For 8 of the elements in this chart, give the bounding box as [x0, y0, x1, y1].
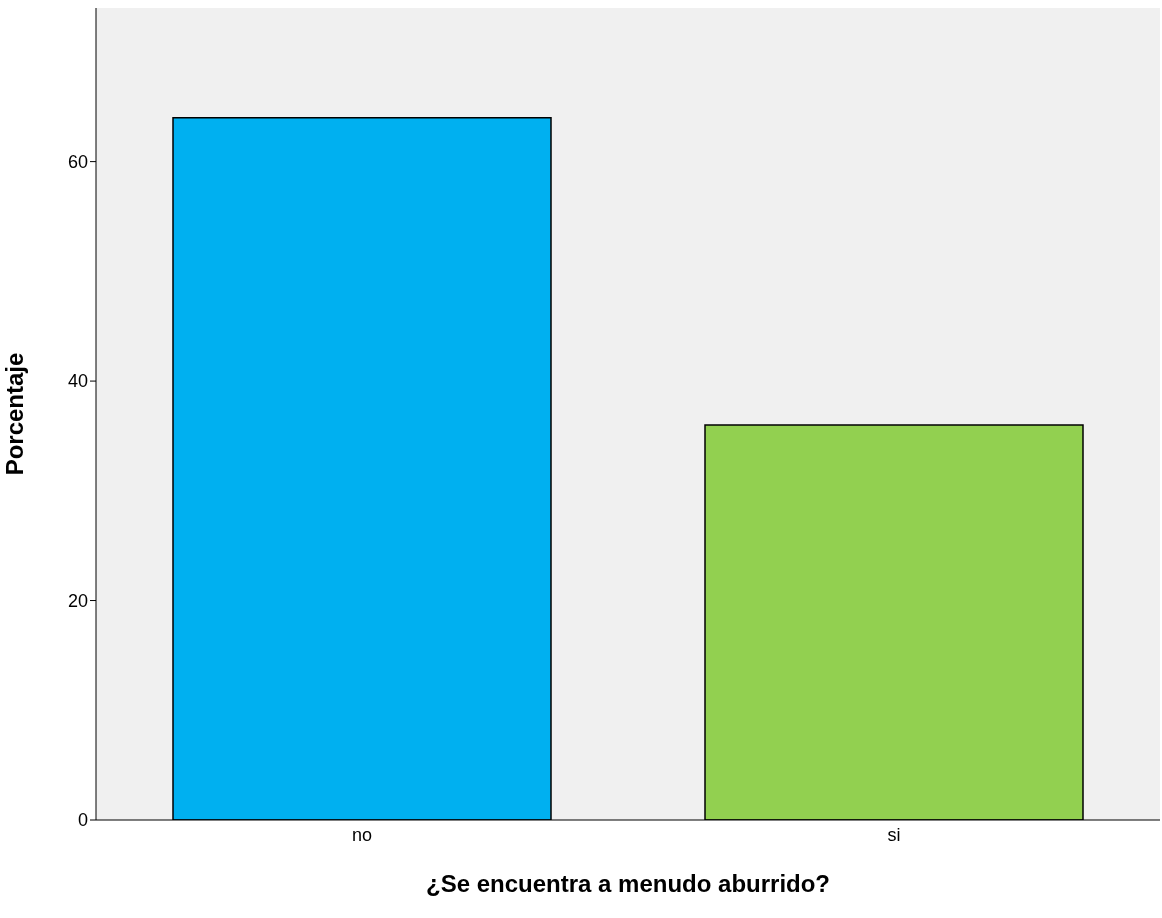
x-axis-title: ¿Se encuentra a menudo aburrido?	[425, 870, 831, 897]
x-tick-label: no	[351, 824, 373, 845]
y-tick-label: 20	[67, 590, 88, 611]
y-tick-label: 40	[67, 371, 88, 392]
y-tick-label: 60	[67, 152, 88, 173]
y-tick-label: 0	[77, 810, 88, 831]
y-axis-title: Porcentaje	[0, 352, 28, 476]
x-tick-label: si	[887, 824, 901, 845]
